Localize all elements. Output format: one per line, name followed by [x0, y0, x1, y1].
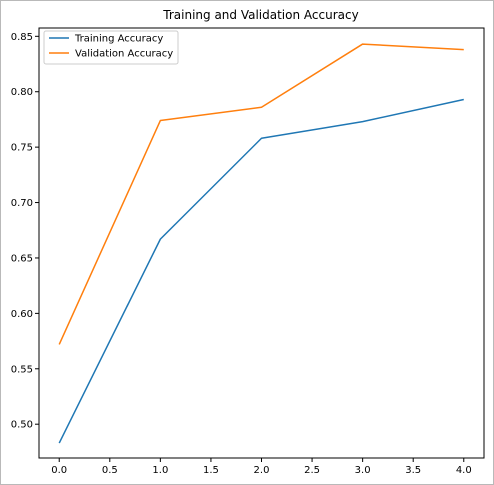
legend-box: [43, 30, 179, 65]
y-axis: 0.50 0.55 0.60 0.65 0.70 0.75 0.80 0.85: [11, 32, 39, 431]
x-tick-label: 0.0: [51, 465, 67, 476]
y-tick-label: 0.70: [11, 198, 33, 209]
series-layer: [58, 43, 464, 444]
legend-label: Validation Accuracy: [75, 49, 173, 60]
x-tick-label: 0.5: [102, 465, 118, 476]
chart-title: Training and Validation Accuracy: [162, 8, 358, 22]
y-tick-label: 0.75: [11, 143, 33, 154]
y-tick-label: 0.55: [11, 364, 33, 375]
x-tick-label: 1.0: [152, 465, 168, 476]
plot-area: [38, 27, 485, 459]
x-axis: 0.0 0.5 1.0 1.5 2.0 2.5 3.0 3.5 4.0: [51, 458, 472, 476]
y-tick-label: 0.65: [11, 253, 33, 264]
y-tick-label: 0.60: [11, 309, 33, 320]
x-tick-label: 4.0: [456, 465, 472, 476]
y-tick-label: 0.85: [11, 32, 33, 43]
x-tick-label: 2.5: [304, 465, 320, 476]
x-tick-label: 1.5: [203, 465, 219, 476]
legend-label: Training Accuracy: [74, 34, 163, 45]
series-line-training-accuracy: [58, 98, 464, 444]
y-tick-label: 0.50: [11, 420, 33, 431]
series-line-validation-accuracy: [58, 43, 464, 345]
x-tick-label: 3.5: [405, 465, 421, 476]
x-tick-label: 2.0: [254, 465, 270, 476]
y-tick-label: 0.80: [11, 87, 33, 98]
x-tick-label: 3.0: [355, 465, 371, 476]
legend: Training Accuracy Validation Accuracy: [43, 30, 179, 65]
